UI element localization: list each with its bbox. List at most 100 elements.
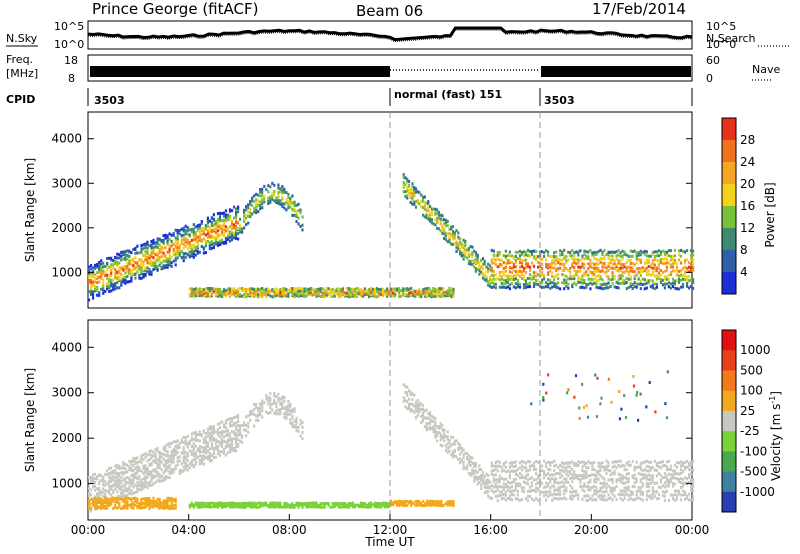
power-cell	[110, 258, 113, 262]
velocity-cell	[490, 484, 493, 488]
power-cell	[289, 201, 292, 205]
velocity-cell	[259, 407, 262, 410]
power-cell	[88, 271, 91, 275]
power-cell	[442, 287, 445, 290]
velocity-cell	[469, 472, 472, 476]
power-cell	[100, 276, 103, 280]
velocity-cell	[132, 491, 135, 495]
power-cell	[522, 274, 526, 278]
velocity-cell	[190, 461, 193, 465]
power-cell	[611, 271, 614, 275]
power-cell	[532, 285, 536, 288]
velocity-cell	[692, 489, 695, 493]
velocity-cell	[654, 410, 657, 414]
power-cell	[619, 276, 622, 280]
power-cell	[263, 184, 266, 188]
velocity-cell	[293, 419, 296, 423]
power-cell	[259, 291, 262, 295]
velocity-cell	[410, 503, 413, 507]
power-cell	[603, 249, 606, 252]
velocity-cell	[681, 489, 685, 493]
power-cell	[130, 279, 133, 283]
power-cell	[120, 254, 123, 258]
velocity-cell	[655, 490, 658, 494]
velocity-cell	[148, 497, 151, 501]
velocity-cell	[641, 473, 644, 477]
power-cell	[265, 287, 268, 291]
power-cell	[287, 196, 290, 200]
velocity-cell	[464, 466, 467, 470]
power-cell	[210, 216, 213, 220]
velocity-cell	[690, 460, 693, 464]
velocity-cell	[164, 499, 167, 503]
velocity-cell	[535, 490, 538, 494]
power-cell	[645, 270, 648, 274]
power-cell	[128, 271, 131, 274]
power-cell	[104, 274, 107, 278]
velocity-cell	[110, 502, 113, 506]
power-cell	[441, 214, 444, 218]
power-cell	[551, 285, 554, 289]
power-cell	[667, 281, 670, 285]
velocity-cell	[483, 491, 486, 495]
velocity-cell	[198, 504, 201, 507]
power-cell	[186, 240, 189, 244]
velocity-cell	[504, 498, 507, 502]
velocity-cell	[623, 497, 626, 500]
power-cell	[492, 270, 495, 273]
velocity-cell	[457, 448, 460, 452]
power-cell	[547, 266, 550, 270]
power-cell	[496, 251, 499, 254]
velocity-cell	[134, 457, 137, 461]
power-cell	[406, 180, 409, 184]
power-cell	[208, 247, 211, 251]
velocity-cell	[573, 462, 576, 466]
velocity-cell	[601, 461, 604, 465]
velocity-cell	[532, 478, 536, 482]
velocity-cell	[398, 499, 401, 503]
power-cell	[200, 226, 203, 230]
velocity-cell	[176, 456, 179, 460]
velocity-cell	[228, 503, 232, 507]
power-cell	[200, 291, 203, 295]
power-cell	[448, 235, 451, 239]
velocity-cell	[617, 472, 620, 476]
power-cell	[150, 250, 153, 254]
velocity-cell	[126, 480, 129, 484]
power-cell	[639, 287, 642, 291]
power-cell	[603, 270, 606, 274]
power-cell	[619, 251, 622, 255]
power-cell	[222, 293, 226, 297]
power-cell	[595, 285, 598, 289]
power-cell	[402, 293, 405, 297]
power-cell	[188, 246, 191, 250]
velocity-cell	[202, 429, 205, 433]
power-cell	[371, 287, 375, 291]
velocity-cell	[333, 502, 336, 505]
velocity-cell	[214, 505, 217, 509]
velocity-cell	[208, 454, 211, 458]
velocity-cell	[172, 447, 175, 451]
velocity-cell	[488, 496, 492, 500]
velocity-cell	[295, 422, 298, 426]
power-cell	[629, 282, 632, 286]
velocity-cell	[319, 505, 322, 509]
velocity-cell	[283, 502, 286, 505]
power-cell	[283, 287, 286, 290]
beam-label: Beam 06	[356, 2, 423, 20]
velocity-cell	[559, 496, 562, 500]
power-cell	[305, 294, 308, 298]
velocity-x-ticks: 00:00 04:00 08:00 12:00 16:00 20:00 00:00	[71, 514, 709, 537]
power-cell	[124, 253, 127, 257]
velocity-cell	[228, 421, 232, 425]
power-cell	[156, 245, 159, 249]
velocity-cell	[146, 476, 149, 480]
power-cell	[526, 254, 530, 258]
power-cell	[138, 251, 141, 255]
velocity-cell	[230, 503, 234, 507]
velocity-cell	[126, 469, 129, 473]
velocity-cell	[198, 454, 201, 458]
velocity-cell	[585, 470, 588, 474]
velocity-cell	[124, 467, 127, 471]
velocity-cell	[114, 487, 117, 491]
